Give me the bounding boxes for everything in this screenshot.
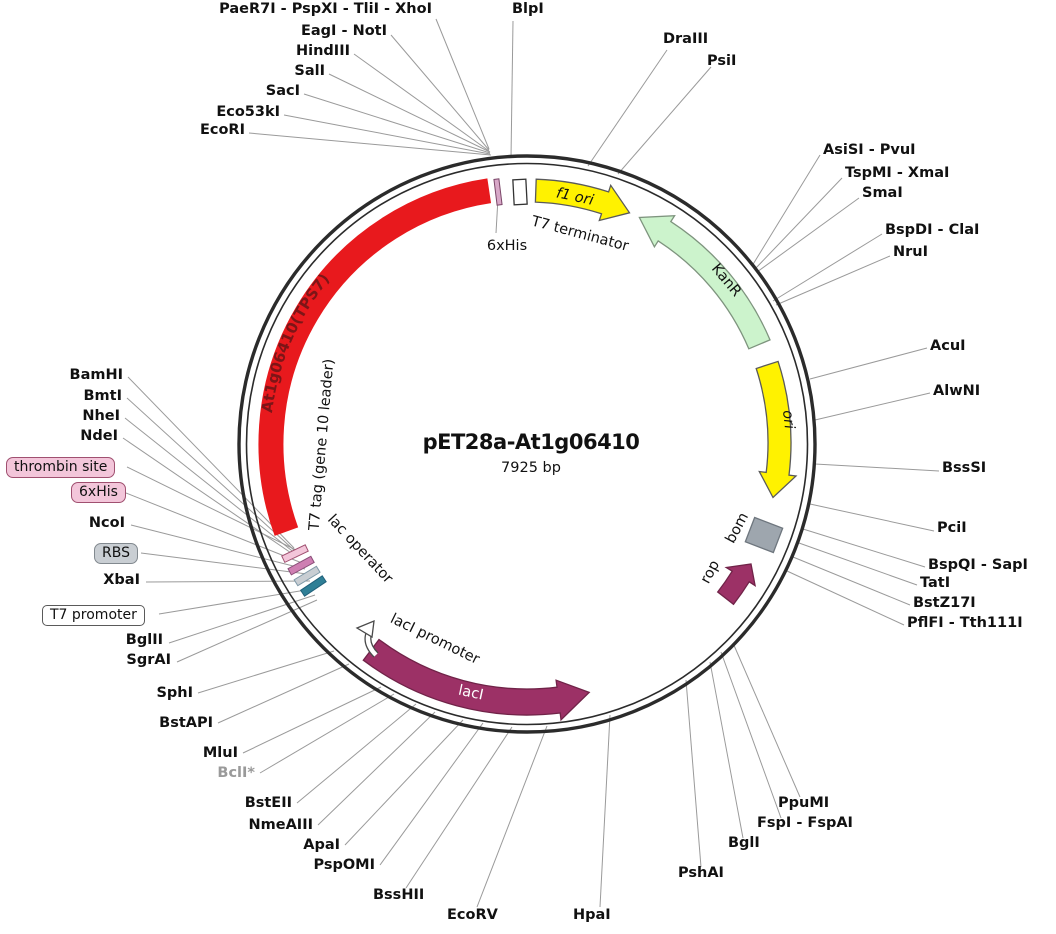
feature-rbs-box (293, 565, 321, 587)
site-label-nrui: NruI (893, 244, 929, 260)
site-label-asisi-pvui: AsiSI - PvuI (823, 142, 916, 158)
site-label-ecorv: EcoRV (447, 907, 498, 923)
site-label-ncoi: NcoI (88, 515, 125, 531)
feature-kanr-arrow (638, 214, 771, 350)
his6-side-tag: 6xHis (71, 482, 126, 503)
site-label-psii: PsiI (707, 53, 737, 69)
site-label-sgrai: SgrAI (126, 652, 171, 668)
site-label-bsshii: BssHII (373, 887, 425, 903)
feature-thrombin-box (281, 544, 309, 564)
feature-gene-arc (258, 178, 492, 536)
site-label-nmeaiii: NmeAIII (248, 817, 314, 833)
site-label-pcii: PciI (937, 520, 967, 536)
feature-ori-arrow (755, 360, 798, 499)
site-label-pspomi: PspOMI (313, 857, 375, 873)
site-label-draiii: DraIII (663, 31, 709, 47)
site-label-bcli: BclI* (217, 765, 255, 781)
feature-bom-box (744, 516, 784, 554)
site-label-bmti: BmtI (83, 388, 123, 404)
site-label-bstz17i: BstZ17I (913, 595, 976, 611)
feature-f1-ori-arrow (534, 178, 631, 222)
site-label-saci: SacI (265, 83, 300, 99)
site-label-bstapi: BstAPI (159, 715, 213, 731)
site-label-fspi-fspai: FspI - FspAI (757, 815, 853, 831)
site-label-bspqi-sapi: BspQI - SapI (928, 557, 1028, 573)
site-label-bgli: BglI (728, 835, 760, 851)
site-label-apai: ApaI (303, 837, 340, 853)
laci-label: lacI (457, 683, 485, 704)
site-label-eagi-noti: EagI - NotI (300, 23, 387, 39)
feature-laci-arrow (362, 638, 591, 722)
f1-ori-label: f1 ori (555, 185, 595, 209)
rbs-tag: RBS (94, 543, 138, 564)
feature-laci-promoter-arrow (355, 619, 379, 658)
his6-top-label: 6xHis (487, 238, 527, 254)
site-label-bspdi-clai: BspDI - ClaI (885, 222, 980, 238)
feature-t7-tag-box (299, 575, 327, 597)
plasmid-backbone-inner-ring (245, 162, 809, 726)
thrombin-site-tag: thrombin site (6, 457, 116, 478)
feature-t7-terminator-box (512, 178, 528, 206)
plasmid-backbone-outer-ring (237, 154, 817, 734)
site-label-eco53ki: Eco53kI (216, 104, 280, 120)
t7-terminator-label: T7 terminator (529, 213, 630, 255)
site-label-sphi: SphI (156, 685, 193, 701)
site-label-hindiii: HindIII (296, 43, 350, 59)
site-label-ppumi: PpuMI (778, 795, 830, 811)
site-label-alwni: AlwNI (933, 383, 981, 399)
site-label-tspmi-xmai: TspMI - XmaI (845, 165, 950, 181)
site-label-hpai: HpaI (573, 907, 611, 923)
site-label-bglii: BglII (125, 632, 163, 648)
plasmid-title: pET28a-At1g06410 (423, 430, 640, 454)
site-label-xbai: XbaI (103, 572, 140, 588)
site-label-blpi: BlpI (512, 1, 544, 17)
site-label-bsteii: BstEII (244, 795, 292, 811)
site-label-ecori: EcoRI (199, 122, 245, 138)
site-label-bamhi: BamHI (69, 367, 123, 383)
site-label-acui: AcuI (930, 338, 966, 354)
site-label-nhei: NheI (82, 408, 120, 424)
ori-label: ori (779, 409, 797, 429)
site-label-pflfi-tth111i: PflFI - Tth111I (907, 615, 1023, 631)
site-label-mlui: MluI (202, 745, 238, 761)
plasmid-size: 7925 bp (501, 460, 561, 476)
site-label-ndei: NdeI (80, 428, 118, 444)
site-label-sali: SalI (294, 63, 325, 79)
lac-operator-label: lac operator (324, 512, 396, 587)
site-label-paer7i-pspxi-tlii-xhoi: PaeR7I - PspXI - TliI - XhoI (219, 1, 432, 17)
site-label-tati: TatI (920, 575, 951, 591)
site-label-pshai: PshAI (678, 865, 724, 881)
feature-rop-arrow (716, 563, 757, 606)
feature-his6-top-tick (493, 178, 503, 206)
t7-tag-label: T7 tag (gene 10 leader) (306, 358, 337, 532)
feature-his6-side-box (287, 555, 315, 576)
rop-label: rop (698, 558, 723, 586)
t7-promoter-tag: T7 promoter (42, 605, 145, 626)
site-label-smai: SmaI (862, 185, 903, 201)
site-label-bsssi: BssSI (942, 460, 987, 476)
